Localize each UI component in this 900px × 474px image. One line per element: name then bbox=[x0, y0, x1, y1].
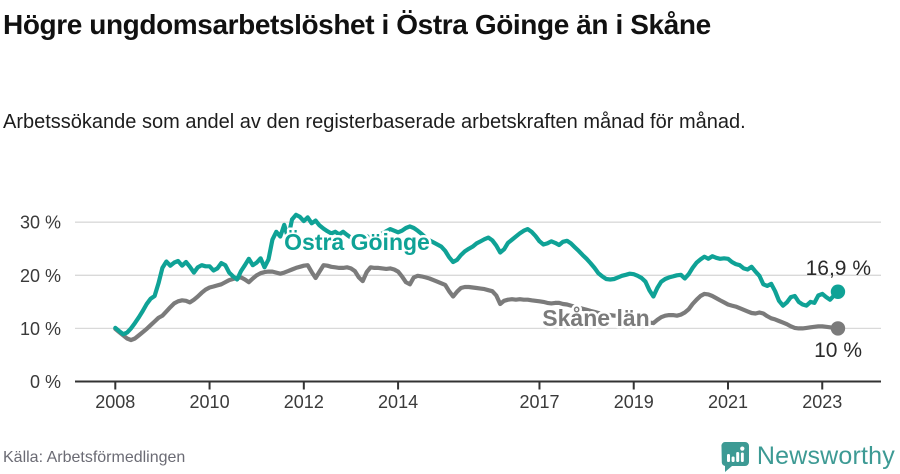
y-tick-label: 0 % bbox=[30, 372, 61, 392]
page-title: Högre ungdomsarbetslöshet i Östra Göinge… bbox=[3, 9, 711, 40]
end-dot-Östra Göinge bbox=[830, 284, 846, 299]
y-tick-label: 20 % bbox=[20, 266, 61, 286]
x-tick-label: 2019 bbox=[614, 392, 654, 412]
x-axis: 0 % 10 % 20 % 30 % 2008 2010 2012 2014 2017 2019 2… bbox=[20, 213, 881, 412]
x-tick-label: 2010 bbox=[190, 392, 230, 412]
newsworthy-logo: Newsworthy bbox=[719, 440, 895, 473]
gridlines bbox=[75, 221, 881, 330]
x-tick-label: 2012 bbox=[284, 392, 324, 412]
newsworthy-bubble-chart-icon bbox=[721, 441, 749, 472]
end-value-label-ostra-goinge: 16,9 % bbox=[806, 257, 871, 280]
x-tick-label: 2021 bbox=[708, 392, 748, 412]
series-line-Östra Göinge bbox=[113, 212, 841, 337]
x-tick-label: 2008 bbox=[95, 392, 135, 412]
series-label-ostra-goinge: Östra Göinge bbox=[284, 229, 430, 255]
end-dot-Skåne län bbox=[830, 321, 846, 336]
series-lines bbox=[113, 212, 846, 343]
series-label-skane-lan: Skåne län bbox=[542, 305, 649, 331]
x-tick-label: 2014 bbox=[378, 392, 418, 412]
chart-subtitle: Arbetssökande som andel av den registerb… bbox=[3, 111, 746, 133]
y-tick-label: 30 % bbox=[20, 213, 61, 233]
newsworthy-brand-name: Newsworthy bbox=[756, 442, 895, 470]
chart-labels: Östra Göinge Skåne län 16,9 % 10 % bbox=[282, 227, 871, 363]
x-tick-label: 2023 bbox=[802, 392, 842, 412]
end-value-label-skane-lan: 10 % bbox=[814, 339, 862, 362]
x-tick-label: 2017 bbox=[519, 392, 559, 412]
source-label: Källa: Arbetsförmedlingen bbox=[3, 449, 186, 466]
y-tick-label: 10 % bbox=[20, 319, 61, 339]
